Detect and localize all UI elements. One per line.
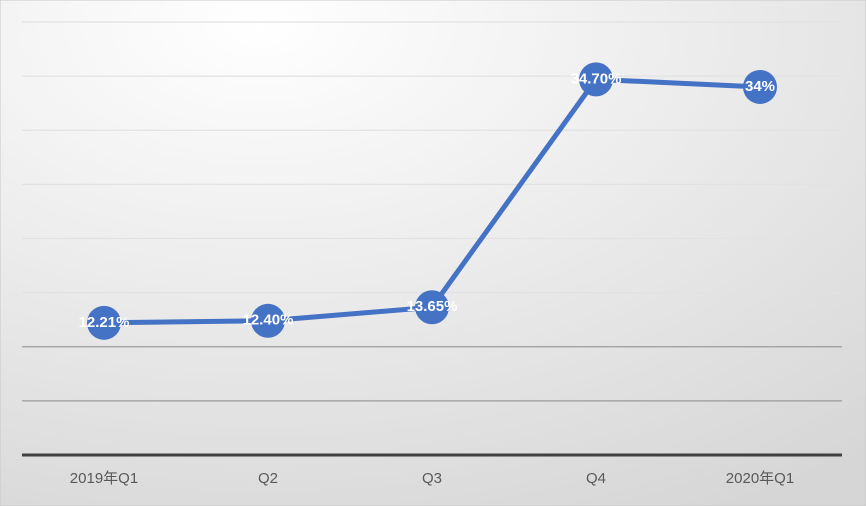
marker: [579, 62, 613, 97]
x-tick-label: Q4: [586, 470, 606, 487]
marker: [251, 303, 285, 338]
x-tick-label: 2020年Q1: [726, 470, 794, 487]
marker: [743, 69, 777, 104]
marker: [415, 290, 449, 325]
x-tick-label: Q2: [258, 470, 278, 487]
data-label: 12.40%: [243, 312, 294, 329]
data-label: 12.21%: [79, 314, 130, 331]
x-tick-label: Q3: [422, 470, 442, 487]
data-label: 13.65%: [407, 298, 458, 315]
data-label: 34%: [745, 78, 775, 95]
x-tick-label: 2019年Q1: [70, 470, 138, 487]
data-label: 34.70%: [571, 70, 622, 87]
marker: [87, 305, 121, 340]
